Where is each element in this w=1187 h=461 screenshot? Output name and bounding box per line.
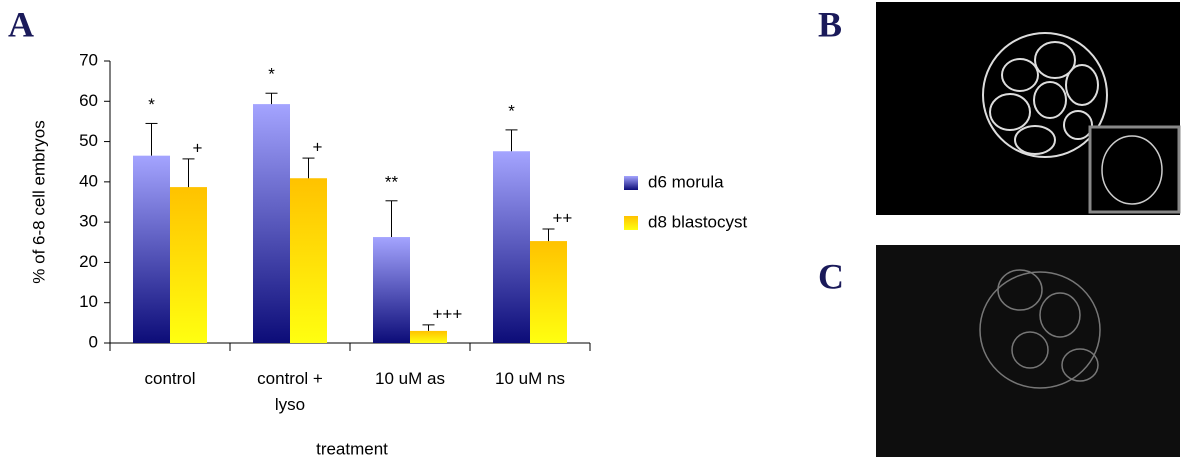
legend-swatch <box>624 176 638 190</box>
panel-letter: A <box>8 4 34 44</box>
y-tick-label: 30 <box>79 212 98 231</box>
significance-mark: +++ <box>433 304 463 323</box>
bar <box>493 151 530 343</box>
significance-mark: ** <box>385 172 399 191</box>
y-tick-label: 60 <box>79 91 98 110</box>
y-tick-label: 10 <box>79 292 98 311</box>
significance-mark: * <box>148 95 155 114</box>
y-tick-label: 0 <box>89 332 98 351</box>
x-axis-title: treatment <box>316 439 388 458</box>
micrograph-c <box>876 245 1180 457</box>
x-tick-label: control <box>129 366 211 392</box>
significance-mark: * <box>268 65 275 84</box>
panel-letter: C <box>818 256 844 296</box>
legend-label: d8 blastocyst <box>648 212 747 231</box>
significance-mark: * <box>508 101 515 120</box>
legend-swatch <box>624 216 638 230</box>
bar <box>170 187 207 343</box>
inset <box>1090 127 1179 212</box>
bar <box>290 178 327 343</box>
bar <box>373 237 410 343</box>
x-tick-label: 10 uM as <box>369 366 451 392</box>
y-tick-label: 20 <box>79 252 98 271</box>
y-tick-label: 40 <box>79 171 98 190</box>
legend-label: d6 morula <box>648 172 724 191</box>
image <box>876 245 1180 457</box>
micrograph-b <box>876 2 1180 215</box>
y-tick-label: 70 <box>79 50 98 69</box>
y-axis-title: % of 6-8 cell embryos <box>29 120 48 283</box>
bar <box>410 331 447 343</box>
x-tick-label: control + lyso <box>249 366 331 418</box>
page: A B C % of 6-8 cell embryos treatment 0 1… <box>0 0 1187 461</box>
y-tick-label: 50 <box>79 131 98 150</box>
bar <box>133 156 170 343</box>
significance-mark: ++ <box>553 208 573 227</box>
bar <box>530 241 567 343</box>
x-tick-label: 10 uM ns <box>489 366 571 392</box>
bar <box>253 104 290 343</box>
panel-letter: B <box>818 4 842 44</box>
significance-mark: + <box>313 138 323 157</box>
significance-mark: + <box>193 138 203 157</box>
